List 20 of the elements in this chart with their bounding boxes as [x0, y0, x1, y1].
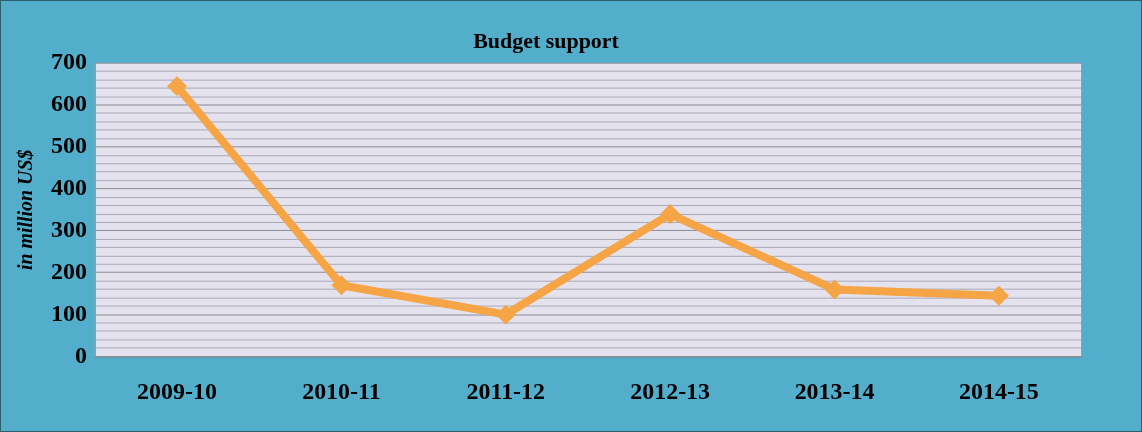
point [495, 304, 516, 325]
y-tick-label: 200 [50, 257, 87, 284]
y-tick-label: 600 [50, 90, 87, 117]
chart-title: Budget support [473, 27, 620, 53]
point [660, 204, 681, 224]
y-axis-title: in million US$ [14, 149, 37, 271]
x-tick-label: 2013-14 [794, 377, 875, 404]
point [167, 76, 188, 97]
point [331, 275, 352, 296]
y-tick-label: 100 [50, 299, 87, 326]
y-tick-label: 300 [50, 215, 87, 242]
x-tick-label: 2010-11 [302, 377, 381, 404]
y-tick-label: 0 [74, 341, 87, 368]
x-tick-label: 2009-10 [137, 377, 217, 404]
y-tick-label: 500 [50, 132, 87, 159]
y-tick-label: 700 [50, 48, 87, 75]
x-tick-label: 2012-13 [630, 377, 711, 404]
x-tick-label: 2011-12 [466, 377, 546, 404]
y-tick-label: 400 [50, 174, 87, 201]
x-tick-label: 2014-15 [959, 377, 1039, 404]
